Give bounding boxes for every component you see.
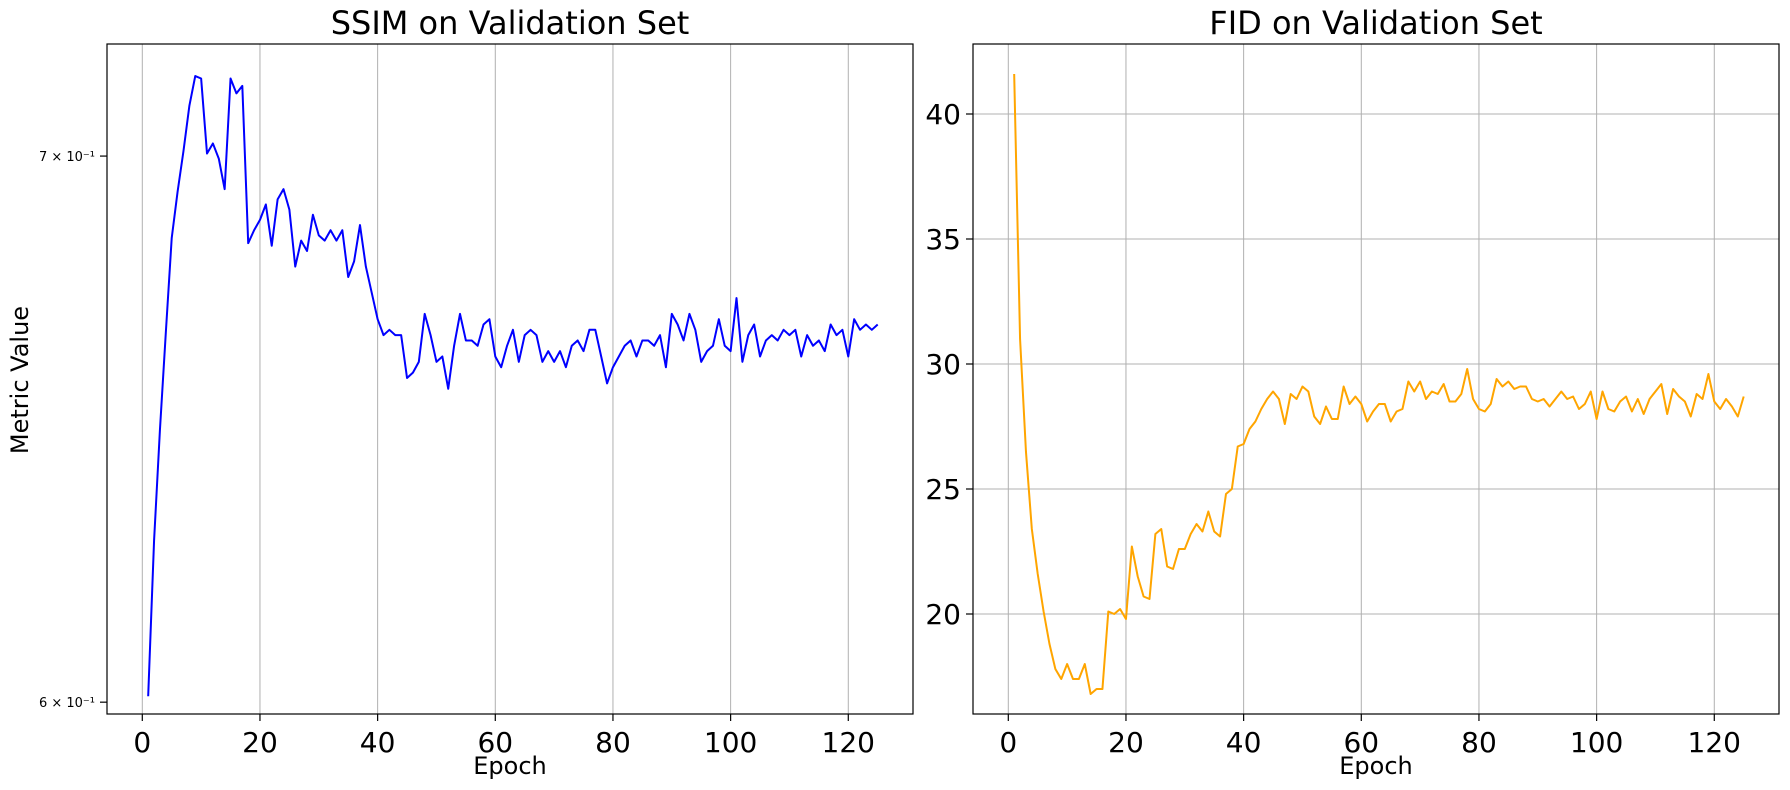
ssim-x-tick-label: 60 [477,726,513,759]
fid-x-tick-label: 60 [1343,726,1379,759]
fid-panel: FID on Validation Set 0 20 40 60 80 100 120 20 2… [925,4,1780,780]
ssim-series-line [147,75,879,697]
ssim-ticks: 0 20 40 60 80 100 120 6 × 10⁻¹ 7 × 10⁻¹ [39,150,875,759]
fid-x-axis-label: Epoch [1339,752,1413,780]
fid-x-tick-label: 80 [1461,726,1497,759]
fid-plot-frame [972,43,1780,715]
ssim-y-tick-label: 7 × 10⁻¹ [39,150,95,165]
fid-grid [973,44,1779,714]
fid-y-tick-label: 35 [925,223,961,256]
fid-series-line [1013,73,1745,695]
fid-x-tick-label: 40 [1226,726,1262,759]
fid-x-tick-label: 20 [1108,726,1144,759]
ssim-x-tick-label: 20 [242,726,278,759]
fid-y-tick-label: 40 [925,98,961,131]
ssim-y-axis-label: Metric Value [6,306,34,454]
ssim-x-tick-label: 80 [595,726,631,759]
ssim-chart-title: SSIM on Validation Set [331,4,690,42]
fid-y-tick-label: 30 [925,348,961,381]
ssim-x-tick-label: 0 [133,726,151,759]
fid-ticks: 0 20 40 60 80 100 120 20 25 30 35 40 [925,98,1741,759]
fid-x-tick-label: 120 [1688,726,1741,759]
ssim-grid [141,44,849,714]
ssim-plot-frame [106,43,914,715]
ssim-y-tick-label: 6 × 10⁻¹ [39,696,95,711]
fid-y-tick-label: 25 [925,473,961,506]
fid-chart-title: FID on Validation Set [1209,4,1542,42]
ssim-x-axis-label: Epoch [473,752,547,780]
fid-x-tick-label: 100 [1570,726,1623,759]
ssim-x-tick-label: 100 [704,726,757,759]
ssim-x-tick-label: 40 [360,726,396,759]
fid-x-tick-label: 0 [999,726,1017,759]
ssim-panel: SSIM on Validation Set 0 20 40 60 80 100 120 6 … [6,4,914,780]
fid-y-tick-label: 20 [925,598,961,631]
ssim-x-tick-label: 120 [822,726,875,759]
